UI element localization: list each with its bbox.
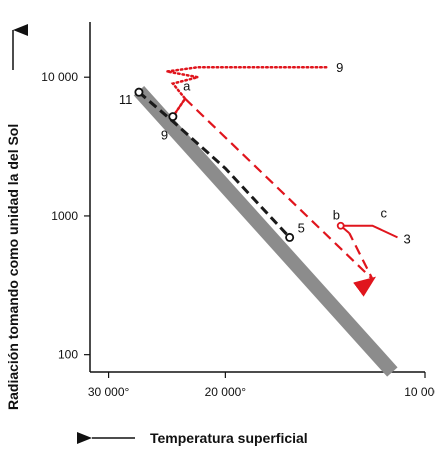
annotations: 9 a b c 3 bbox=[183, 60, 411, 246]
main-sequence-band bbox=[133, 85, 398, 377]
x-tick-label: 10 000° bbox=[404, 385, 435, 399]
annotation-c: c bbox=[380, 206, 387, 221]
y-axis-label: Radiación tomando como unidad la del Sol bbox=[5, 124, 21, 410]
y-tick-label: 100 bbox=[58, 348, 78, 362]
points: 11 9 5 bbox=[119, 87, 305, 242]
annotation-b: b bbox=[333, 208, 340, 223]
point-label: 9 bbox=[161, 128, 168, 143]
red-dotted-track bbox=[166, 65, 330, 118]
point-label: 11 bbox=[119, 92, 133, 107]
y-tick-label: 1000 bbox=[51, 209, 78, 223]
x-axis-label: Temperatura superficial bbox=[150, 430, 308, 446]
point-label: 5 bbox=[298, 220, 305, 235]
y-tick-label: 10 000 bbox=[41, 70, 78, 84]
annotation-3: 3 bbox=[404, 231, 411, 246]
x-tick-label: 30 000° bbox=[88, 385, 130, 399]
x-tick-label: 20 000° bbox=[205, 385, 247, 399]
data-point bbox=[285, 232, 295, 242]
x-ticks: 30 000° 20 000° 10 000° bbox=[88, 372, 435, 399]
data-point bbox=[134, 87, 144, 97]
annotation-a: a bbox=[183, 79, 191, 94]
data-point bbox=[168, 112, 178, 122]
red-solid-track-2 bbox=[338, 224, 398, 239]
evolution-dashed-line bbox=[137, 91, 291, 239]
track-end-label: 9 bbox=[336, 60, 343, 75]
red-dashed-track bbox=[184, 97, 377, 297]
annotation-b-marker bbox=[336, 221, 345, 230]
y-ticks: 100 1000 10 000 bbox=[41, 70, 90, 362]
